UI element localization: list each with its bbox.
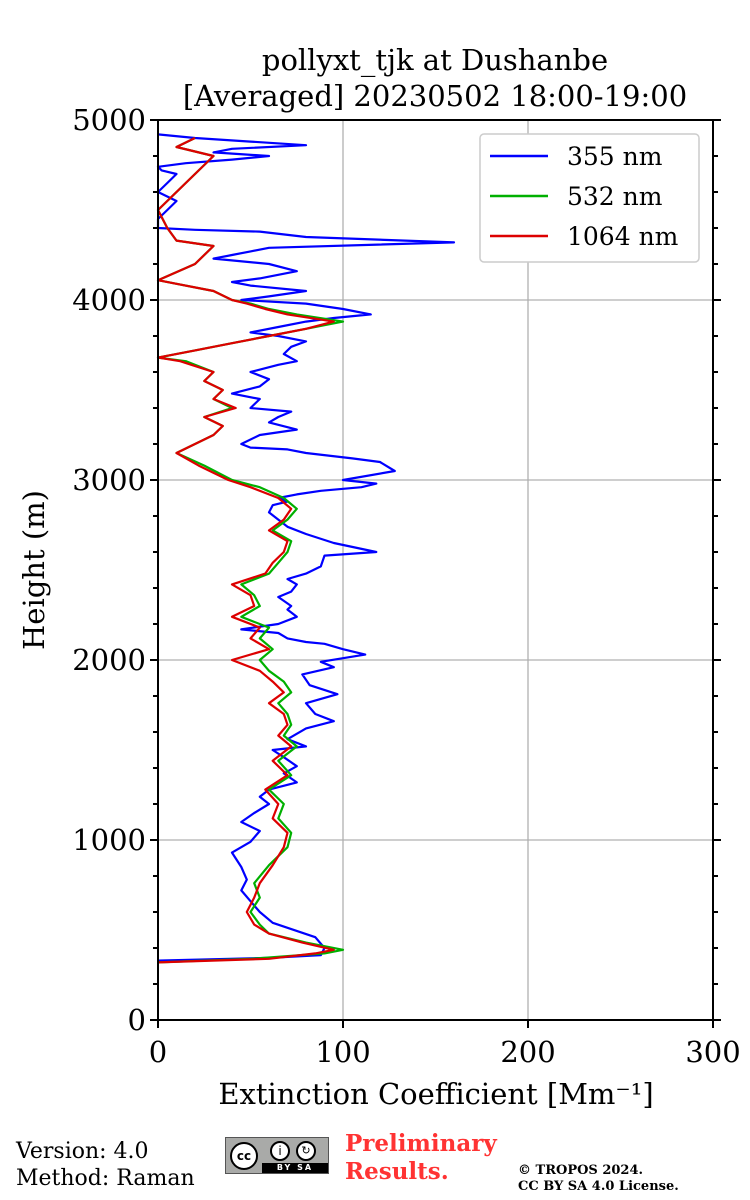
preliminary-line-2: Results. — [345, 1158, 449, 1185]
chart-title-line-2: [Averaged] 20230502 18:00-19:00 — [183, 79, 687, 113]
copyright-notice: © TROPOS 2024. CC BY SA 4.0 License. — [518, 1163, 679, 1195]
tick-marks — [150, 119, 721, 1028]
legend-box — [479, 133, 700, 263]
legend-label-532: 532 nm — [567, 182, 663, 211]
preliminary-line-1: Preliminary — [345, 1130, 497, 1157]
series-line-355-nm — [156, 133, 456, 962]
y-tick-label-3000: 3000 — [72, 463, 146, 497]
legend-label-1064: 1064 nm — [567, 222, 679, 251]
method-text: Method: Raman — [16, 1166, 195, 1191]
series-layer — [156, 133, 456, 964]
y-tick-label-2000: 2000 — [72, 643, 146, 677]
x-axis-label: Extinction Coefficient [Mm⁻¹] — [218, 1077, 653, 1111]
x-tick-label-0: 0 — [149, 1035, 167, 1069]
preliminary-results-notice: Preliminary Results. — [345, 1130, 497, 1186]
cc-license-badge: cc i ↻ BY SA — [225, 1137, 329, 1174]
legend-label-355: 355 nm — [567, 142, 663, 171]
y-tick-label-4000: 4000 — [72, 283, 146, 317]
y-tick-label-5000: 5000 — [72, 103, 146, 137]
share-alike-icon: ↻ — [296, 1141, 316, 1161]
chart-area: pollyxt_tjk at Dushanbe [Averaged] 20230… — [17, 43, 741, 1111]
cc-sa-label: SA — [297, 1163, 314, 1172]
y-tick-label-1000: 1000 — [72, 823, 146, 857]
cc-icon: cc — [230, 1142, 258, 1170]
x-tick-label-200: 200 — [500, 1035, 555, 1069]
y-tick-label-0: 0 — [128, 1003, 146, 1037]
series-line-1064-nm — [156, 137, 335, 964]
y-axis-label: Height (m) — [17, 490, 51, 650]
version-method-block: Version: 4.0 Method: Raman — [16, 1138, 195, 1192]
cc-by-label: BY — [276, 1163, 293, 1172]
copyright-line-2: CC BY SA 4.0 License. — [518, 1179, 679, 1194]
plot-frame — [157, 119, 714, 1021]
legend: 355 nm 532 nm 1064 nm — [479, 133, 700, 263]
attribution-icon: i — [270, 1141, 290, 1161]
copyright-line-1: © TROPOS 2024. — [518, 1163, 644, 1178]
chart-title-line-1: pollyxt_tjk at Dushanbe — [262, 43, 608, 78]
x-tick-label-100: 100 — [315, 1035, 370, 1069]
x-tick-label-300: 300 — [685, 1035, 740, 1069]
version-text: Version: 4.0 — [16, 1139, 149, 1164]
cc-badge-strip: BY SA — [262, 1163, 328, 1173]
